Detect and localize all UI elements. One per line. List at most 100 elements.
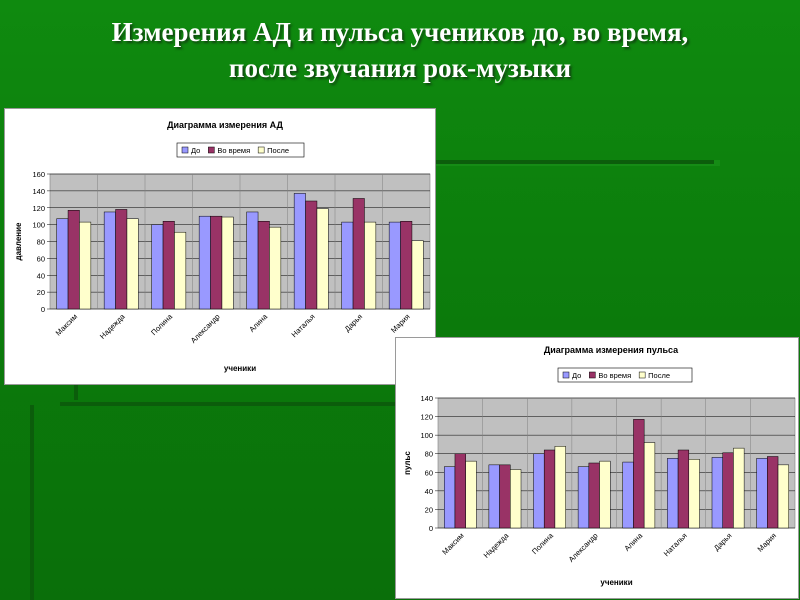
bp-x-axis-label: ученики	[224, 364, 256, 373]
pulse-legend-swatch-0	[562, 371, 570, 379]
pulse-y-tick-label-5: 100	[420, 431, 433, 440]
bp-y-tick-label-1: 20	[37, 288, 45, 297]
bp-y-tick-label-7: 140	[32, 187, 45, 196]
pulse-y-tick-label-0: 0	[429, 524, 433, 533]
pulse-x-tick-label-2: Полина	[530, 530, 556, 556]
pulse-bar-2-1	[543, 449, 556, 529]
bp-bar-2-2	[174, 231, 187, 310]
bp-y-tick-label-3: 60	[37, 254, 45, 263]
pulse-chart-svg: Диаграмма измерения пульса До Во время Посл…	[403, 345, 796, 587]
pulse-bar-4-0	[622, 461, 634, 529]
pulse-bar-7-1	[767, 456, 779, 529]
pulse-bar-2-2	[554, 446, 566, 529]
pulse-bar-5-0	[667, 458, 679, 529]
bp-bar-1-0	[103, 211, 116, 310]
background-bar-middle	[60, 402, 400, 406]
bp-y-tick-label-2: 40	[37, 271, 45, 280]
bp-bar-0-0	[56, 218, 69, 310]
bp-legend-label-2: После	[267, 146, 289, 155]
pulse-legend-label-2: После	[648, 371, 670, 380]
bp-bar-1-2	[126, 218, 139, 310]
bp-bar-3-0	[198, 215, 211, 310]
pulse-x-tick-label-3: Александр	[567, 531, 600, 564]
pulse-y-tick-label-1: 20	[425, 505, 433, 514]
slide-title: Измерения АД и пульса учеников до, во вр…	[30, 14, 770, 86]
bp-y-tick-label-6: 120	[32, 204, 45, 213]
pulse-bar-7-0	[756, 458, 768, 529]
background-bar-lower-left	[30, 405, 34, 600]
bp-bar-4-2	[269, 226, 282, 310]
pulse-x-tick-label-4: Алина	[622, 530, 644, 552]
bp-y-tick-label-0: 0	[41, 305, 45, 314]
bp-bar-3-1	[210, 215, 223, 310]
pulse-bar-0-1	[454, 453, 466, 529]
bp-legend-swatch-0	[181, 146, 189, 154]
bp-bar-7-1	[400, 221, 413, 310]
bp-x-tick-label-1: Надежда	[98, 311, 127, 340]
bp-bar-4-1	[257, 221, 270, 310]
bp-bar-7-0	[388, 221, 401, 310]
pulse-legend: До Во время После	[557, 367, 693, 383]
pulse-bar-1-0	[488, 464, 500, 529]
bp-y-tick-label-4: 80	[37, 238, 45, 247]
pulse-legend-label-1: Во время	[598, 371, 631, 380]
slide-title-line-1: Измерения АД и пульса учеников до, во вр…	[111, 17, 689, 47]
bp-bar-5-2	[316, 208, 329, 310]
blood-pressure-chart: Диаграмма измерения АД До Во время После 0 20…	[4, 108, 436, 385]
bp-y-tick-label-8: 160	[32, 170, 45, 179]
pulse-y-tick-label-2: 40	[425, 487, 433, 496]
bp-bar-5-1	[305, 200, 318, 310]
pulse-bar-2-0	[533, 453, 545, 529]
bp-x-tick-label-6: Дарья	[343, 312, 364, 333]
pulse-chart: Диаграмма измерения пульса До Во время Посл…	[395, 337, 799, 599]
bp-legend-swatch-2	[257, 146, 265, 154]
pulse-bar-3-1	[588, 462, 600, 529]
bp-bar-0-2	[79, 221, 92, 310]
pulse-y-tick-label-3: 60	[425, 468, 433, 477]
pulse-x-tick-label-0: Максим	[440, 531, 465, 556]
slide-title-line-2: после звучания рок-музыки	[228, 53, 572, 83]
bp-legend: До Во время После	[176, 142, 305, 158]
bp-chart-title: Диаграмма измерения АД	[167, 120, 283, 130]
bp-legend-label-1: Во время	[217, 146, 250, 155]
bp-bar-5-0	[293, 193, 306, 310]
pulse-bar-7-2	[777, 464, 790, 529]
bp-bar-2-1	[162, 221, 175, 310]
pulse-bar-5-2	[688, 459, 700, 529]
pulse-legend-box	[557, 367, 693, 383]
bp-bar-6-0	[341, 221, 354, 310]
pulse-bar-0-0	[443, 466, 456, 529]
bp-bar-1-1	[115, 209, 128, 310]
pulse-x-tick-label-1: Надежда	[482, 530, 511, 559]
pulse-y-tick-label-7: 140	[420, 394, 433, 403]
bp-bar-6-1	[352, 198, 365, 310]
bp-bar-2-0	[151, 224, 164, 310]
pulse-bar-4-1	[633, 419, 645, 529]
blood-pressure-chart-svg: Диаграмма измерения АД До Во время После 0 20…	[14, 120, 431, 373]
pulse-legend-swatch-1	[589, 371, 596, 379]
bp-y-axis-label: давление	[14, 222, 23, 261]
pulse-y-tick-label-6: 120	[420, 413, 433, 422]
pulse-bar-4-2	[643, 442, 656, 529]
pulse-bar-0-2	[465, 460, 477, 529]
pulse-legend-swatch-2	[638, 371, 646, 379]
pulse-legend-label-0: До	[572, 371, 581, 380]
pulse-y-axis-label: пульс	[403, 451, 412, 475]
bp-x-tick-label-3: Александр	[189, 312, 222, 345]
bp-bar-4-0	[246, 211, 259, 310]
pulse-bar-6-2	[733, 447, 745, 529]
bp-legend-swatch-1	[208, 146, 215, 154]
pulse-chart-title: Диаграмма измерения пульса	[544, 345, 679, 355]
bp-x-tick-label-2: Полина	[149, 311, 175, 337]
bp-x-tick-label-7: Мария	[389, 312, 412, 335]
pulse-bar-6-0	[711, 457, 723, 529]
pulse-bar-6-1	[722, 452, 734, 529]
bp-x-tick-label-5: Наталья	[290, 312, 317, 339]
bp-bar-3-2	[221, 216, 234, 310]
bp-bar-0-1	[67, 210, 80, 310]
pulse-x-tick-label-5: Наталья	[662, 531, 689, 558]
pulse-bar-3-2	[599, 460, 611, 529]
pulse-y-tick-label-4: 80	[425, 450, 433, 459]
bp-bar-7-2	[411, 240, 424, 310]
pulse-bar-1-1	[499, 464, 511, 529]
